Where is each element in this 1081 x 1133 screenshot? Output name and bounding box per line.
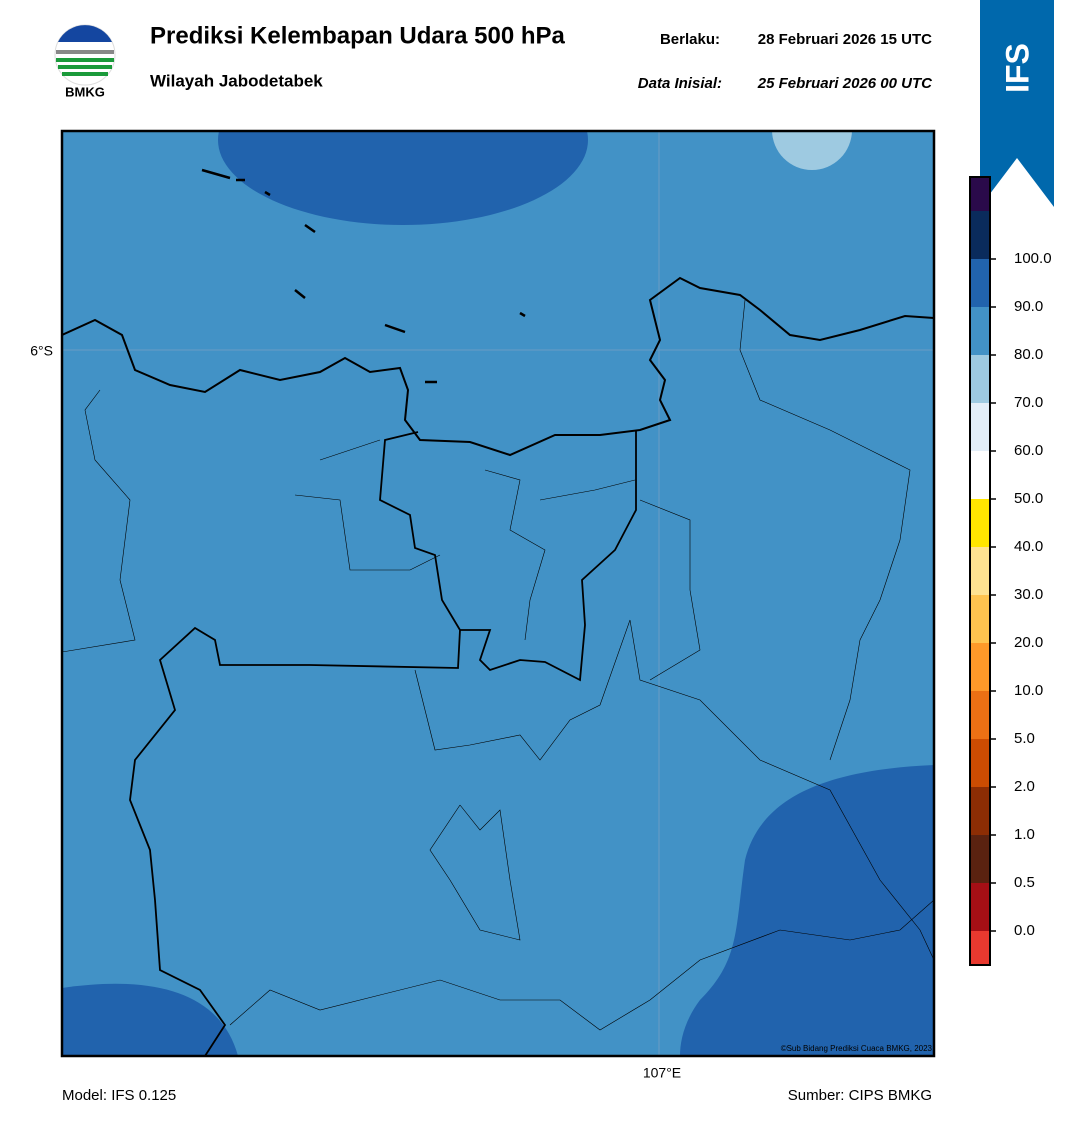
footer-model: Model: IFS 0.125	[62, 1087, 176, 1104]
valid-label: Berlaku:	[660, 31, 720, 48]
logo: BMKG	[54, 24, 116, 99]
logo-text: BMKG	[65, 84, 105, 99]
colorbar-band	[970, 403, 990, 451]
colorbar-label: 10.0	[1014, 682, 1043, 699]
init-label: Data Inisial:	[638, 75, 722, 92]
colorbar-label: 0.0	[1014, 922, 1035, 939]
lat-label: 6°S	[30, 343, 53, 359]
colorbar-frame	[969, 176, 991, 966]
colorbar-label: 50.0	[1014, 490, 1043, 507]
footer-source: Sumber: CIPS BMKG	[788, 1087, 932, 1104]
copyright: ©Sub Bidang Prediksi Cuaca BMKG, 2023	[781, 1044, 933, 1053]
title: Prediksi Kelembapan Udara 500 hPa	[150, 22, 566, 49]
map-frame	[60, 129, 936, 1058]
colorbar-band	[970, 355, 990, 403]
colorbar-label: 20.0	[1014, 634, 1043, 651]
colorbar-band	[970, 451, 990, 499]
colorbar-label: 30.0	[1014, 586, 1043, 603]
colorbar-band	[970, 931, 990, 965]
colorbar-label: 2.0	[1014, 778, 1035, 795]
colorbar-label: 70.0	[1014, 394, 1043, 411]
colorbar-band	[970, 643, 990, 691]
colorbar-label: 80.0	[1014, 346, 1043, 363]
colorbar-label: 0.5	[1014, 874, 1035, 891]
colorbar-label: 40.0	[1014, 538, 1043, 555]
colorbar-band	[970, 691, 990, 739]
colorbar-band	[970, 547, 990, 595]
colorbar-band	[970, 835, 990, 883]
subtitle: Wilayah Jabodetabek	[150, 71, 323, 90]
colorbar-label: 100.0	[1014, 250, 1052, 267]
colorbar-band	[970, 595, 990, 643]
init-time: 25 Februari 2026 00 UTC	[757, 75, 933, 92]
model-badge: IFS	[999, 43, 1035, 93]
colorbar-label: 60.0	[1014, 442, 1043, 459]
colorbar-label: 5.0	[1014, 730, 1035, 747]
colorbar-label: 1.0	[1014, 826, 1035, 843]
colorbar-band	[970, 307, 990, 355]
map	[62, 131, 934, 1056]
colorbar-band	[970, 211, 990, 259]
valid-time: 28 Februari 2026 15 UTC	[758, 31, 932, 48]
colorbar-band	[970, 883, 990, 931]
colorbar-band	[970, 259, 990, 307]
lon-label: 107°E	[643, 1065, 681, 1081]
colorbar-band	[970, 499, 990, 547]
colorbar-band	[970, 739, 990, 787]
colorbar-label: 90.0	[1014, 298, 1043, 315]
colorbar: 0.0 0.5 1.0 2.0 5.0 10.0 20.0 30.0 40.0 50.0 60.0 7…	[969, 176, 1052, 966]
colorbar-band	[970, 787, 990, 835]
model-ribbon	[980, 0, 1054, 207]
colorbar-band	[970, 177, 990, 211]
